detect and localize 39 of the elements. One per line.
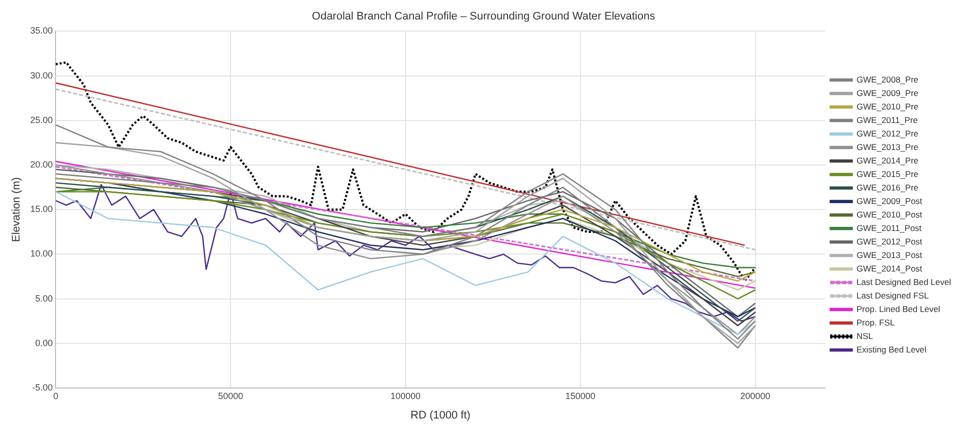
y-tick-label: 35.00 bbox=[30, 26, 53, 36]
y-tick-label: -5.00 bbox=[32, 382, 53, 392]
x-axis-title: RD (1000 ft) bbox=[410, 409, 470, 422]
line-series bbox=[56, 61, 756, 282]
legend-label: Last Designed FSL bbox=[856, 290, 930, 300]
legend-label: GWE_2014_Post bbox=[856, 263, 923, 274]
chart-title: Odarolal Branch Canal Profile – Surrounding Ground Water Elevations bbox=[312, 10, 656, 23]
y-tick-label: 15.00 bbox=[30, 204, 53, 214]
y-tick-label: 25.00 bbox=[30, 114, 53, 125]
legend-label: Last Designed Bed Level bbox=[856, 276, 952, 287]
legend-label: GWE_2010_Pre bbox=[856, 101, 919, 112]
legend-label: GWE_2014_Pre bbox=[856, 155, 919, 166]
x-tick-label: 0 bbox=[53, 390, 58, 401]
y-tick-label: 20.00 bbox=[30, 159, 53, 170]
legend-label: GWE_2015_Pre bbox=[856, 168, 919, 179]
y-tick-label: 10.00 bbox=[30, 248, 53, 259]
legend-label: GWE_2012_Post bbox=[856, 236, 923, 246]
legend-label: GWE_2009_Pre bbox=[856, 88, 919, 98]
legend-label: GWE_2011_Pre bbox=[856, 114, 918, 125]
legend-label: Prop. Lined Bed Level bbox=[856, 304, 940, 314]
x-tick-label: 50000 bbox=[218, 390, 244, 401]
y-tick-label: 5.00 bbox=[35, 293, 53, 304]
legend-label: NSL bbox=[856, 330, 874, 341]
legend-label: Prop. FSL bbox=[856, 317, 896, 328]
y-tick-label: 30.00 bbox=[30, 70, 53, 80]
legend-label: GWE_2016_Pre bbox=[856, 182, 919, 192]
x-tick-label: 200000 bbox=[740, 390, 770, 401]
x-tick-label: 100000 bbox=[390, 390, 421, 401]
legend-label: Existing Bed Level bbox=[856, 344, 927, 354]
x-tick-label: 150000 bbox=[565, 390, 596, 401]
legend-label: GWE_2008_Pre bbox=[856, 74, 919, 84]
legend-label: GWE_2013_Pre bbox=[856, 142, 919, 152]
legend-label: GWE_2009_Post bbox=[856, 196, 923, 206]
legend-label: GWE_2011_Post bbox=[856, 222, 922, 233]
y-tick-label: 0.00 bbox=[35, 338, 53, 348]
legend-label: GWE_2010_Post bbox=[856, 209, 923, 220]
y-axis-title: Elevation (m) bbox=[10, 177, 23, 242]
legend-label: GWE_2013_Post bbox=[856, 250, 923, 260]
legend-label: GWE_2012_Pre bbox=[856, 128, 919, 138]
